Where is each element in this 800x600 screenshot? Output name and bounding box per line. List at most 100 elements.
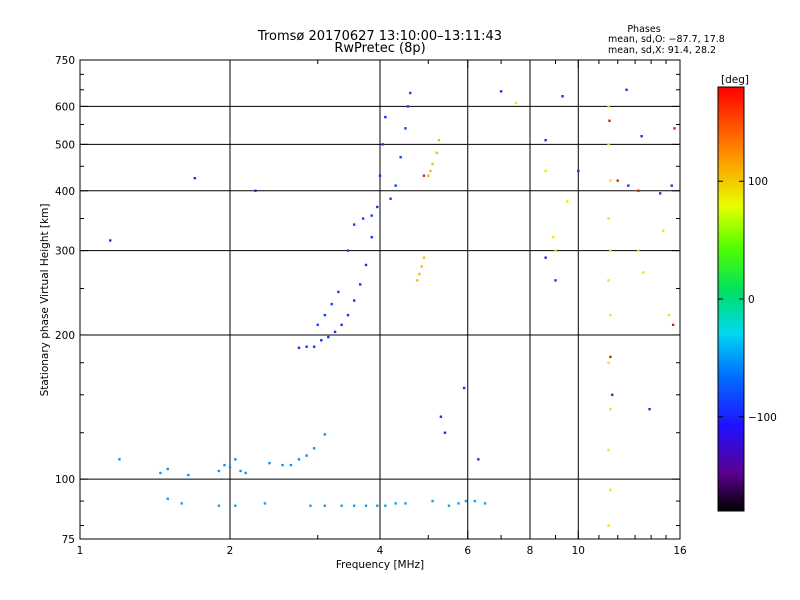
data-point xyxy=(394,184,397,187)
data-point xyxy=(473,499,477,503)
data-point xyxy=(625,88,628,91)
plot-frame xyxy=(79,59,681,540)
data-point xyxy=(389,197,392,200)
phases-stat-x: mean, sd,X: 91.4, 28.2 xyxy=(608,45,716,56)
y-tick-label: 750 xyxy=(55,55,75,67)
data-point xyxy=(607,143,610,146)
x-tick-label: 6 xyxy=(464,545,471,557)
data-point xyxy=(637,249,640,252)
data-point xyxy=(418,272,421,276)
data-point xyxy=(376,205,379,209)
data-point xyxy=(239,469,242,473)
data-point xyxy=(384,504,387,507)
y-tick-label: 75 xyxy=(62,534,75,546)
chart-subtitle: RwPretec (8p) xyxy=(334,41,425,56)
data-point xyxy=(352,299,356,302)
data-point xyxy=(217,469,221,473)
data-point xyxy=(671,323,675,327)
data-point xyxy=(166,497,169,500)
data-point xyxy=(661,229,665,232)
data-point xyxy=(305,454,308,457)
data-point xyxy=(607,448,610,452)
data-point xyxy=(483,502,487,505)
x-tick-label: 10 xyxy=(572,545,585,557)
data-point xyxy=(544,169,547,173)
data-point xyxy=(346,313,350,317)
data-point xyxy=(544,139,547,142)
data-point xyxy=(607,279,610,282)
colorbar-tick-label: −100 xyxy=(748,412,777,424)
data-point xyxy=(431,499,434,503)
data-point xyxy=(376,504,379,507)
data-point xyxy=(364,504,368,507)
data-point xyxy=(561,95,564,98)
phases-stat-o: mean, sd,O: −87.7, 17.8 xyxy=(608,34,725,45)
data-point xyxy=(399,156,402,159)
data-point xyxy=(404,127,407,130)
data-point xyxy=(193,176,197,180)
data-point xyxy=(323,313,327,317)
y-tick-label: 300 xyxy=(55,246,75,258)
phases-header: Phases xyxy=(627,24,660,35)
data-point xyxy=(234,504,237,507)
x-tick-label: 1 xyxy=(77,545,84,557)
chart-title: Tromsø 20170627 13:10:00–13:11:43 xyxy=(257,29,502,44)
data-point xyxy=(118,458,121,461)
data-point xyxy=(477,458,480,461)
data-point xyxy=(109,239,112,242)
data-point xyxy=(312,345,316,348)
data-point xyxy=(323,433,327,436)
data-point xyxy=(609,488,612,492)
data-point xyxy=(437,139,441,142)
x-axis-label: Frequency [MHz] xyxy=(336,559,424,571)
data-point xyxy=(323,504,327,507)
data-point xyxy=(263,502,267,505)
data-point xyxy=(409,91,412,95)
data-point xyxy=(670,184,673,187)
data-point xyxy=(565,200,569,203)
tick-labels: 1 2 4 6 8 10 16 75 100 200 300 400 500 600 750 xyxy=(55,55,687,557)
data-points xyxy=(109,88,676,527)
data-point xyxy=(439,415,443,418)
data-point xyxy=(544,256,547,259)
data-point xyxy=(554,279,557,282)
y-tick-label: 100 xyxy=(55,474,75,486)
y-axis-label: Stationary phase Virtual Height [km] xyxy=(39,204,51,397)
data-point xyxy=(443,431,447,434)
data-point xyxy=(616,179,619,182)
colorbar-label: [deg] xyxy=(721,74,749,86)
data-point xyxy=(608,119,611,122)
data-point xyxy=(352,223,356,226)
data-point xyxy=(435,151,438,155)
data-point xyxy=(289,463,293,467)
data-point xyxy=(609,313,612,317)
data-point xyxy=(254,189,257,192)
data-point xyxy=(166,467,169,471)
data-point xyxy=(422,174,426,177)
data-point xyxy=(609,407,612,411)
data-point xyxy=(673,127,676,130)
x-tick-label: 4 xyxy=(377,545,384,557)
data-point xyxy=(340,504,343,507)
y-tick-label: 500 xyxy=(55,139,75,151)
data-point xyxy=(309,504,312,507)
data-point xyxy=(340,323,343,327)
data-point xyxy=(447,504,451,507)
data-point xyxy=(658,192,662,195)
data-point xyxy=(330,302,333,306)
data-point xyxy=(462,386,466,390)
data-point xyxy=(337,290,340,294)
data-point xyxy=(457,502,460,505)
x-tick-label: 2 xyxy=(227,545,234,557)
data-point xyxy=(611,393,614,397)
data-point xyxy=(364,263,368,267)
data-point xyxy=(244,471,247,475)
data-point xyxy=(499,90,503,93)
data-point xyxy=(217,504,221,507)
data-point xyxy=(320,339,323,342)
colorbar-tick-label: 0 xyxy=(748,294,755,306)
data-point xyxy=(667,313,671,317)
y-tick-label: 200 xyxy=(55,330,75,342)
data-point xyxy=(333,330,337,334)
data-point xyxy=(422,256,426,259)
